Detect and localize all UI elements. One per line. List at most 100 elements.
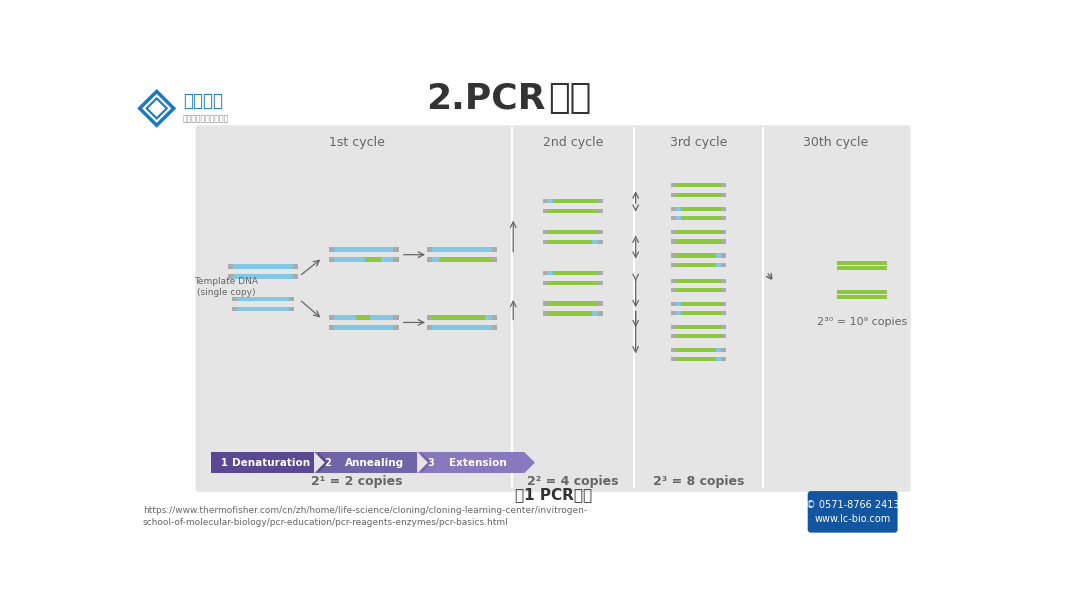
Polygon shape [524, 452, 535, 474]
Text: 30th cycle: 30th cycle [802, 136, 868, 149]
Bar [233, 274, 293, 279]
Bar [676, 334, 721, 338]
Bar [365, 257, 380, 262]
Bar [393, 247, 399, 252]
Bar [598, 280, 603, 285]
Bar [542, 199, 548, 204]
Bar [548, 240, 592, 244]
Bar [428, 247, 432, 252]
Bar [681, 207, 721, 210]
Bar [681, 311, 721, 315]
Text: Annealing: Annealing [345, 458, 404, 468]
Bar [721, 311, 726, 315]
Bar [334, 247, 393, 252]
Bar [676, 254, 716, 258]
Bar [432, 247, 491, 252]
Bar [672, 216, 676, 219]
Bar [672, 358, 676, 361]
Bar [676, 302, 681, 306]
Text: https://www.thermofisher.com/cn/zh/home/life-science/cloning/cloning-learning-ce: https://www.thermofisher.com/cn/zh/home/… [143, 506, 586, 515]
Bar [548, 209, 598, 213]
Bar [288, 297, 294, 301]
Bar [432, 257, 440, 262]
Bar [293, 274, 298, 279]
Bar [393, 257, 399, 262]
Bar [837, 289, 887, 294]
Text: 2³ = 8 copies: 2³ = 8 copies [652, 475, 744, 488]
Bar [432, 315, 485, 320]
Bar [598, 240, 603, 244]
Text: 3: 3 [427, 458, 434, 468]
Bar [491, 325, 497, 330]
Text: school-of-molecular-biology/pcr-education/pcr-reagents-enzymes/pcr-basics.html: school-of-molecular-biology/pcr-educatio… [143, 518, 509, 527]
Bar [356, 315, 369, 320]
Bar [548, 311, 592, 316]
Bar [676, 279, 721, 283]
Bar [672, 263, 676, 267]
Text: 掌握基因科技核心技术: 掌握基因科技核心技术 [183, 115, 229, 123]
Bar [672, 207, 676, 210]
Bar [716, 254, 721, 258]
Bar [328, 315, 334, 320]
Text: 1: 1 [220, 458, 228, 468]
Bar [542, 271, 548, 275]
Bar [721, 263, 726, 267]
Bar [672, 288, 676, 292]
Bar [314, 452, 421, 474]
Bar [542, 240, 548, 244]
Bar [676, 230, 721, 235]
Bar [288, 306, 294, 311]
Bar [491, 257, 497, 262]
Bar [548, 302, 598, 306]
Bar [721, 184, 726, 187]
Bar [672, 302, 676, 306]
Bar [328, 247, 334, 252]
Bar [672, 193, 676, 196]
Bar [676, 288, 721, 292]
Bar [672, 240, 676, 244]
Bar [672, 311, 676, 315]
Bar [598, 302, 603, 306]
Bar [672, 230, 676, 235]
Bar [211, 452, 318, 474]
Bar [721, 216, 726, 219]
Bar [716, 358, 721, 361]
Bar [676, 193, 721, 196]
Bar [417, 452, 524, 474]
Bar [542, 311, 548, 316]
Bar [672, 184, 676, 187]
Bar [837, 295, 887, 299]
Bar [592, 311, 598, 316]
Bar [232, 306, 238, 311]
Bar [542, 302, 548, 306]
Bar [548, 199, 553, 204]
Bar [676, 311, 681, 315]
Bar [428, 315, 432, 320]
Bar [428, 257, 432, 262]
Bar [334, 325, 393, 330]
Bar [293, 264, 298, 269]
Bar [598, 199, 603, 204]
Text: 联川生物: 联川生物 [183, 92, 224, 109]
Text: 图1 PCR原理: 图1 PCR原理 [515, 488, 592, 502]
Text: Extension: Extension [448, 458, 507, 468]
Bar [542, 280, 548, 285]
Bar [681, 302, 721, 306]
Bar [721, 279, 726, 283]
Bar [676, 184, 721, 187]
Bar [553, 199, 598, 204]
Bar [548, 230, 598, 234]
Polygon shape [421, 452, 432, 474]
Bar [721, 254, 726, 258]
Bar [542, 209, 548, 213]
Bar [676, 207, 681, 210]
FancyBboxPatch shape [808, 491, 897, 533]
FancyBboxPatch shape [195, 125, 910, 492]
Bar [721, 240, 726, 244]
Bar [721, 288, 726, 292]
Bar [676, 358, 716, 361]
Bar [598, 271, 603, 275]
Text: 2² = 4 copies: 2² = 4 copies [527, 475, 619, 488]
Bar [598, 311, 603, 316]
Bar [672, 254, 676, 258]
